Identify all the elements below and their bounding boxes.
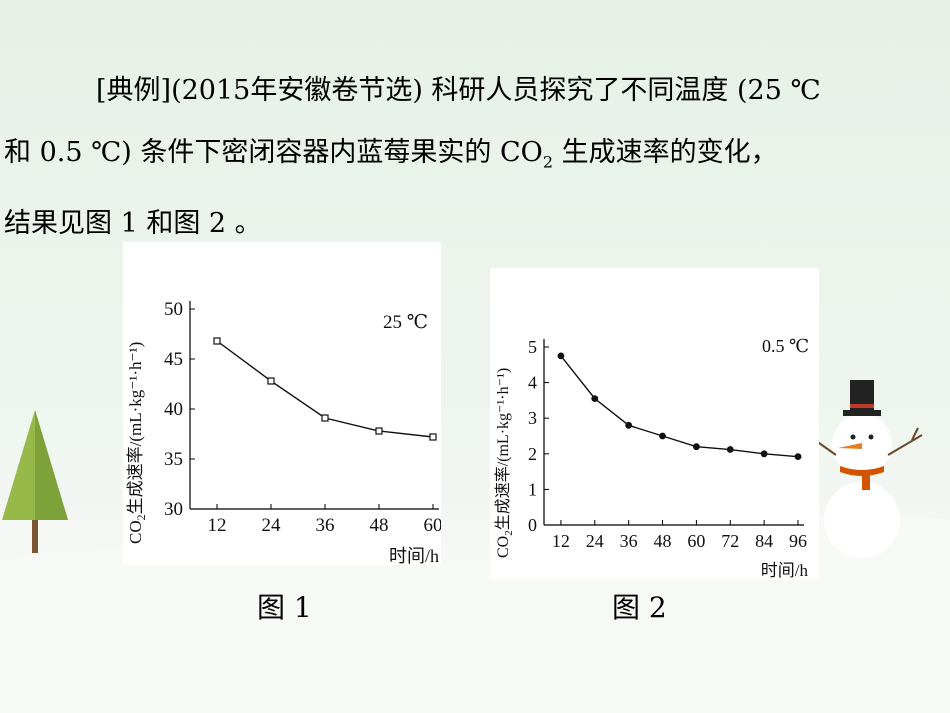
data-point — [267, 377, 275, 385]
text-line-2-post: 生成速率的变化， — [553, 137, 778, 168]
text-line-1: [典例](2015年安徽卷节选) 科研人员探究了不同温度 (25 ℃ — [96, 75, 821, 106]
text-line-2-pre: 和 0.5 ℃) 条件下密闭容器内蓝莓果实的 CO — [4, 137, 543, 168]
data-point — [321, 414, 329, 422]
y-axis-label: CO2生成速率/(mL·kg⁻¹·h⁻¹) — [494, 368, 515, 558]
x-tick-label: 12 — [552, 531, 570, 551]
y-tick-label: 45 — [164, 349, 183, 370]
text-line-3: 结果见图 1 和图 2 。 — [4, 208, 262, 240]
x-tick-label: 72 — [721, 531, 739, 551]
x-tick-label: 36 — [620, 531, 638, 551]
text-line-2-sub: 2 — [542, 152, 553, 172]
y-tick-label: 5 — [528, 337, 537, 357]
series-line — [216, 340, 434, 438]
snowman-icon — [811, 380, 923, 558]
y-tick-label: 0 — [528, 515, 537, 535]
x-tick-label: 24 — [586, 531, 604, 551]
y-axis-label: CO2生成速率/(mL·kg⁻¹·h⁻¹) — [126, 342, 148, 544]
x-axis-label: 时间/h — [389, 546, 439, 565]
data-point — [760, 450, 768, 458]
y-tick-label: 30 — [164, 499, 183, 520]
x-axis-label: 时间/h — [761, 561, 809, 580]
problem-text: [典例](2015年安徽卷节选) 科研人员探究了不同温度 (25 ℃ 和 0.5… — [0, 60, 950, 255]
x-tick-label: 12 — [208, 515, 227, 536]
y-tick-label: 4 — [528, 373, 537, 393]
temperature-annotation: 25 ℃ — [383, 312, 428, 333]
x-tick-label: 48 — [654, 531, 672, 551]
x-tick-label: 48 — [370, 515, 389, 536]
data-point — [659, 432, 666, 440]
x-tick-label: 24 — [262, 515, 282, 536]
chart-1: 30 35 40 45 50 12 24 36 48 60 25 ℃ 时间/h CO2生成速率/(mL·… — [126, 299, 442, 565]
text-line-2: 和 0.5 ℃) 条件下密闭容器内蓝莓果实的 CO2 生成速率的变化， — [0, 122, 950, 193]
data-point — [625, 421, 633, 429]
figure-1-caption: 图 1 — [257, 591, 312, 624]
temperature-annotation: 0.5 ℃ — [762, 336, 809, 356]
data-point — [794, 453, 802, 461]
y-tick-label: 35 — [164, 449, 183, 470]
y-tick-label: 40 — [164, 399, 183, 420]
data-point — [429, 433, 437, 441]
chart-panel-1: 30 35 40 45 50 12 24 36 48 60 25 ℃ 时间/h CO2生成速率/(mL·… — [123, 242, 441, 565]
data-point — [213, 337, 221, 345]
data-point — [693, 443, 700, 451]
data-point — [591, 395, 599, 403]
data-point — [375, 427, 383, 435]
figure-2-caption: 图 2 — [612, 591, 667, 624]
x-tick-label: 36 — [316, 515, 335, 536]
y-tick-label: 50 — [164, 299, 183, 320]
series-line — [560, 355, 799, 458]
data-point — [557, 352, 565, 360]
y-tick-label: 2 — [528, 444, 537, 464]
data-point — [726, 446, 734, 453]
x-tick-label: 60 — [424, 515, 442, 536]
chart-panel-2: 0 1 2 3 4 5 12 24 36 48 60 72 84 96 0.5 ℃ 时间/h CO2生成速率/(… — [490, 268, 819, 580]
y-tick-label: 3 — [528, 408, 537, 428]
x-tick-label: 96 — [789, 531, 807, 551]
x-tick-label: 84 — [755, 531, 773, 551]
tree-left-icon — [2, 410, 68, 553]
x-tick-label: 60 — [687, 531, 705, 551]
y-tick-label: 1 — [528, 479, 537, 499]
